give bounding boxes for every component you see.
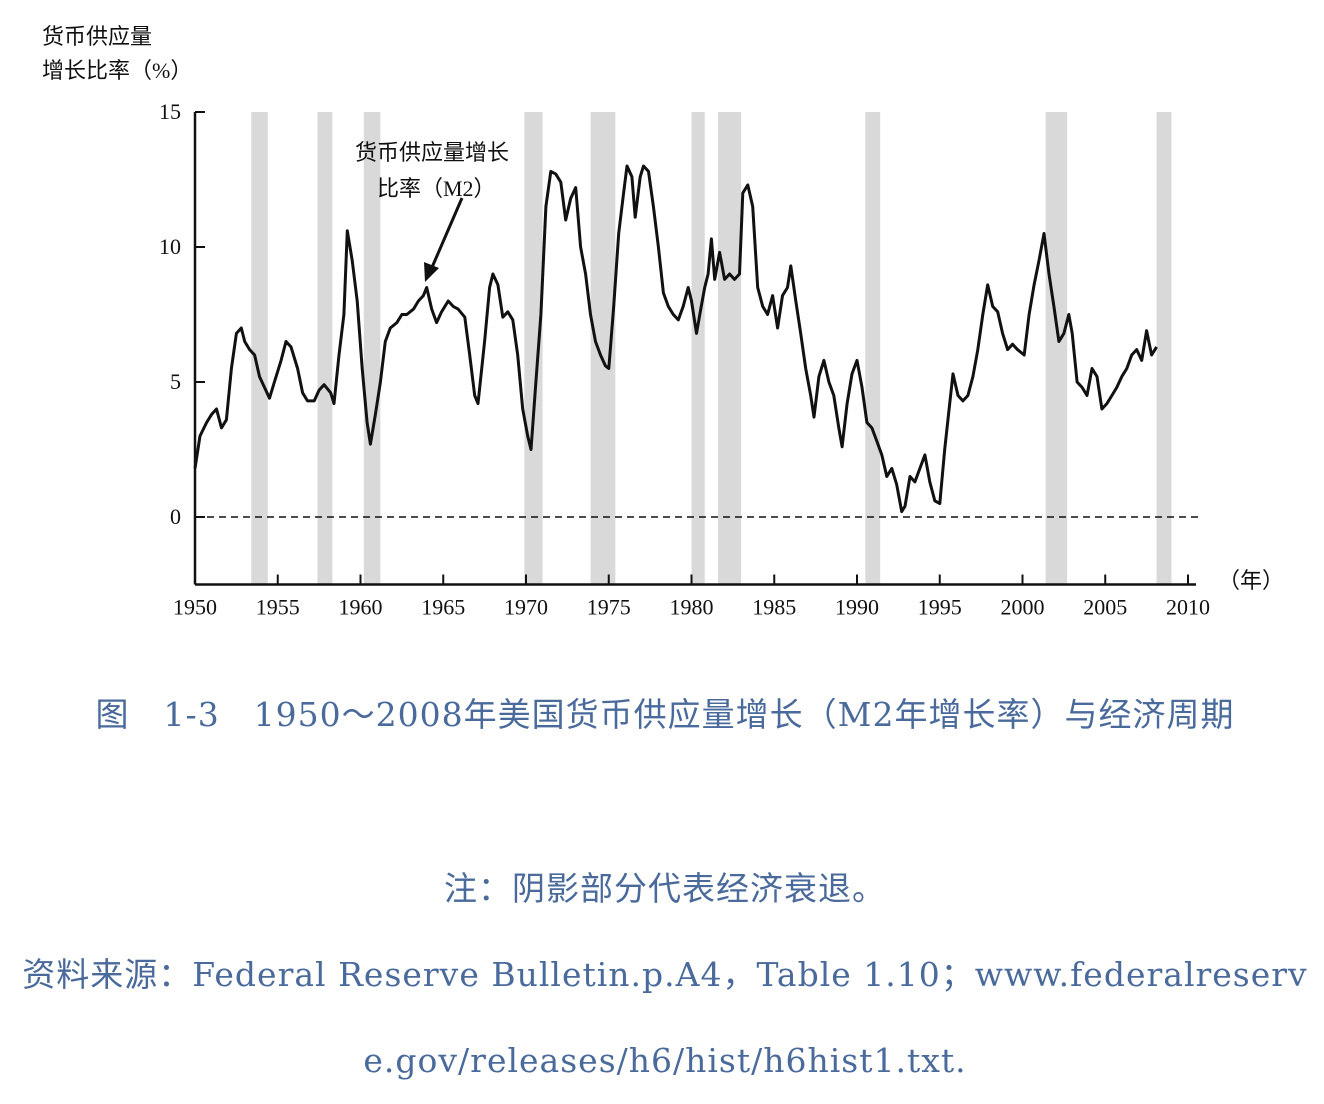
x-tick-label: 1995	[918, 595, 962, 620]
recession-band	[865, 112, 881, 585]
x-tick-label: 1985	[752, 595, 796, 620]
recession-band	[1156, 112, 1172, 585]
x-tick-label: 1960	[339, 595, 383, 620]
x-tick-label: 1965	[421, 595, 465, 620]
x-tick-label: 1990	[835, 595, 879, 620]
caption-note: 注：阴影部分代表经济衰退。	[444, 869, 886, 908]
x-tick-label: 1950	[173, 595, 217, 620]
y-tick-label: 0	[170, 504, 181, 529]
y-axis-label: 增长比率（%）	[42, 58, 192, 83]
plot: 0 5 10 15 1950 1955 1960 1965 1970 1975 1980 1985 19…	[159, 99, 1210, 620]
annotation: 货币供应量增长	[355, 140, 509, 165]
y-tick-label: 10	[159, 234, 181, 259]
recession-band	[251, 112, 268, 585]
recession-band	[363, 112, 381, 585]
y-tick-label: 15	[159, 99, 181, 124]
recession-band	[1045, 112, 1068, 585]
annotation-arrowhead	[424, 262, 439, 282]
caption-source: 资料来源：Federal Reserve Bulletin.p.A4，Table…	[22, 955, 1308, 1080]
recession-band	[717, 112, 742, 585]
x-tick-label: 1980	[670, 595, 714, 620]
x-tick-label: 1975	[587, 595, 631, 620]
x-axis-label: （年）	[1218, 568, 1284, 593]
x-tick-label: 1970	[504, 595, 548, 620]
annotation-arrow	[428, 197, 464, 273]
chart: 0 5 10 15 1950 1955 1960 1965 1970 1975 1980 1985 19…	[42, 24, 1284, 620]
x-tick-label: 2000	[1001, 595, 1045, 620]
annotation: 比率（M2）	[377, 176, 496, 201]
x-tick-label: 2010	[1166, 595, 1210, 620]
caption-title: 图 1-3 1950～2008年美国货币供应量增长（M2年增长率）与经济周期	[95, 695, 1235, 734]
x-tick-label: 1955	[256, 595, 300, 620]
recession-band	[524, 112, 543, 585]
x-tick-label: 2005	[1083, 595, 1127, 620]
recession-band	[691, 112, 705, 585]
y-axis-label: 货币供应量	[42, 24, 152, 49]
y-tick-label: 5	[170, 369, 181, 394]
recession-band	[317, 112, 333, 585]
data-line	[193, 164, 1158, 514]
